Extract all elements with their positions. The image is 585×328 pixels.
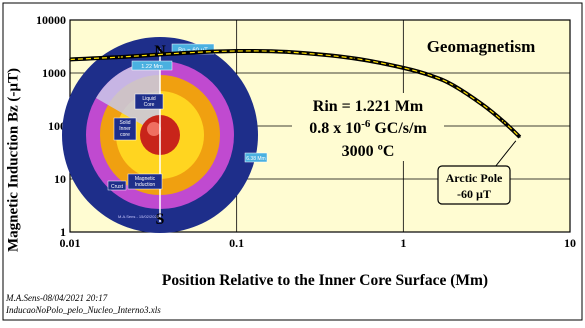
data-point	[519, 136, 521, 138]
y-tick-label: 10000	[36, 13, 66, 27]
y-tick-label: 10	[54, 172, 66, 186]
x-tick-label: 0.1	[229, 236, 244, 250]
data-point	[352, 57, 354, 60]
crust-label: Crust	[111, 184, 124, 190]
param-rin: Rin = 1.221 Mm	[313, 98, 424, 115]
inner-radius-tag	[131, 60, 173, 71]
induction-box	[127, 173, 163, 190]
y-tick-label: 1000	[42, 66, 66, 80]
series-line-highlight	[69, 50, 521, 138]
outer-radius-tag-label: 6.38 Mm	[246, 156, 265, 162]
title-box	[410, 31, 552, 61]
y-tick-label: 100	[48, 119, 66, 133]
inset-credit: M.A.Sens - 15/02/2021	[118, 214, 160, 219]
data-point	[286, 51, 288, 53]
param-rate: 0.8 x 10-6 GC/s/m	[309, 118, 427, 137]
footer-filename: InducaoNoPolo_pelo_Nucleo_Interno3.xls	[6, 305, 161, 315]
induction-label: Magnetic Induction	[135, 176, 156, 188]
x-axis-label: Position Relative to the Inner Core Surf…	[161, 272, 489, 289]
chart-title: Geomagnetism	[427, 37, 536, 56]
inner-core-highlight	[147, 122, 161, 136]
data-point	[452, 84, 455, 87]
north-label: N	[154, 43, 166, 60]
x-tick-label: 1	[400, 236, 406, 250]
parameters-box	[292, 93, 444, 161]
crust-box	[107, 180, 127, 191]
x-tick-label: 0.01	[60, 236, 81, 250]
x-tick-label: 10	[564, 236, 576, 250]
solid-core-label: Solid Inner core	[119, 120, 131, 138]
south-label: S	[156, 211, 165, 228]
data-point	[185, 52, 188, 54]
data-point	[502, 121, 505, 123]
annotations: Geomagnetism Rin = 1.221 Mm 0.8 x 10-6 GC/…	[292, 31, 552, 205]
data-point	[119, 56, 121, 58]
liquid-core-label: Liquid Core	[142, 96, 156, 108]
cutaway-wedge	[96, 61, 160, 135]
callout-line-2: -60 µT	[457, 187, 491, 201]
callout-line-1: Arctic Pole	[446, 171, 503, 185]
data-point	[482, 104, 484, 106]
inner-radius-tag-label: 1.22 Mm	[141, 64, 163, 70]
data-point	[431, 75, 434, 78]
footer-author: M.A.Sens-08/04/2021 20:17	[6, 293, 108, 303]
callout-box	[437, 165, 511, 205]
earth-cross-section-inset: N S Bp = 60 µT 1.22 Mm 6.38 Mm Liquid Cor…	[62, 37, 268, 233]
y-tick-label: 1	[60, 225, 66, 239]
data-point	[402, 67, 405, 69]
callout-leader	[494, 140, 517, 168]
liquid-core-label-word-2: Core	[144, 102, 155, 108]
data-curve	[69, 48, 522, 139]
param-temperature: 3000 ºC	[342, 143, 395, 160]
data-point	[235, 50, 238, 52]
liquid-core-label-word-1: Liquid	[142, 96, 156, 102]
outer-radius-tag	[244, 152, 268, 163]
liquid-core-box	[134, 93, 164, 110]
y-axis-label: Magnetic Induction Bz (-µT)	[5, 67, 22, 253]
data-point	[69, 58, 71, 61]
tick-labels: 0.01 0.1 1 10 1 10 100 1000 10000	[36, 13, 576, 250]
solid-core-box	[113, 117, 137, 141]
